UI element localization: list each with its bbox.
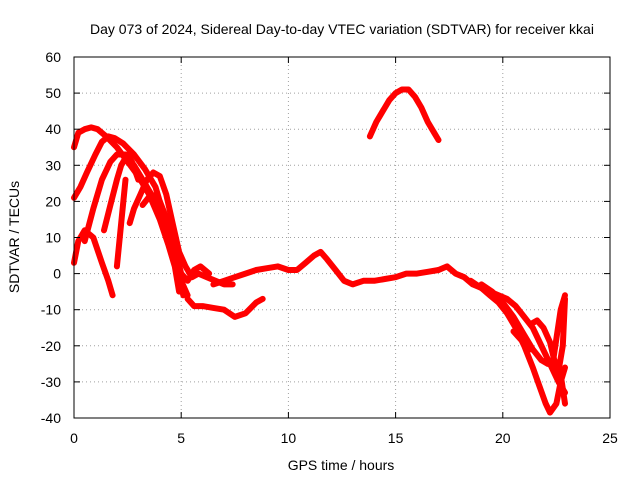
series-arc-3 [71, 227, 116, 299]
series-group [71, 86, 568, 416]
series-arc-12 [435, 263, 568, 396]
x-tick-label: 10 [281, 430, 297, 446]
series-arc-11 [366, 86, 442, 143]
y-tick-label: 0 [53, 266, 61, 282]
series-arc-6 [113, 176, 129, 270]
y-tick-label: 60 [45, 49, 61, 65]
x-axis-label: GPS time / hours [288, 457, 395, 473]
y-tick-label: -20 [41, 338, 61, 354]
series-arc-10 [210, 248, 442, 288]
y-tick-label: -10 [41, 302, 61, 318]
x-tick-label: 5 [177, 430, 185, 446]
series-arc-8 [139, 191, 213, 284]
series-arc-7 [126, 169, 236, 288]
y-tick-label: 10 [45, 230, 61, 246]
series-arc-17 [549, 292, 568, 371]
x-tick-label: 20 [495, 430, 511, 446]
y-axis-label: SDTVAR / TECUs [6, 181, 22, 293]
y-tick-label: 50 [45, 85, 61, 101]
y-tick-label: 20 [45, 193, 61, 209]
y-tick-label: -40 [41, 410, 61, 426]
x-tick-label: 0 [70, 430, 78, 446]
series-arc-9 [184, 295, 266, 320]
x-tick-label: 25 [602, 430, 618, 446]
series-arc-15 [510, 328, 534, 353]
y-tick-label: -30 [41, 374, 61, 390]
series-arc-5 [101, 151, 142, 234]
x-tick-label: 15 [388, 430, 404, 446]
series-arc-13 [467, 277, 568, 416]
y-tick-label: 30 [45, 157, 61, 173]
y-tick-label: 40 [45, 121, 61, 137]
axis-ticks: 0 5 10 15 20 25 -40 -30 -20 -10 0 10 20 30 40 50 60 [41, 49, 618, 446]
chart-title: Day 073 of 2024, Sidereal Day-to-day VTE… [90, 21, 594, 37]
